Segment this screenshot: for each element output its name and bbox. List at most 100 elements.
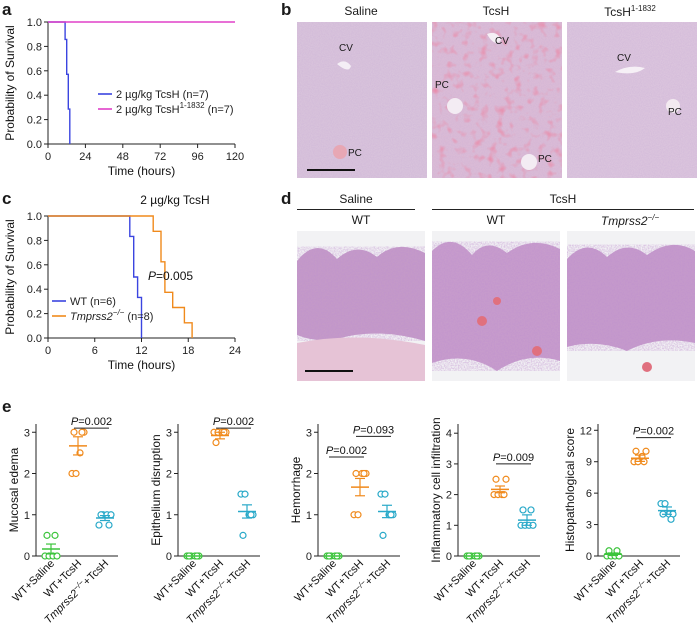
survival-chart-a: 0.0 0.2 0.4 0.6 0.8 1.0 0 24 48 72 96 120 Time (hour… [3,17,244,178]
survival-chart-c: 0.0 0.2 0.4 0.6 0.8 1.0 0 6 12 18 24 Time (hours) Pr… [3,193,241,372]
y-tick-label: 3 [306,427,312,439]
label-pc-3: PC [538,154,552,165]
micrograph-title-tcsh: TcsH [482,4,510,18]
label-pc-1: PC [348,148,362,159]
micrograph-saline [297,22,427,178]
significance-label: P=0.002 [633,426,674,438]
colon-micrograph-tcsh-wt [432,231,560,381]
data-point [212,438,220,447]
group-label-tcsh: TcsH [549,192,577,206]
y-tick-label: 0.0 [27,139,42,151]
data-point [97,511,105,519]
y-axis-label: Histopathological score [563,428,577,552]
y-tick-label: 0 [24,551,30,563]
x-tick-label: 0 [45,345,51,357]
legend-label: 2 µg/kg TcsH (n=7) [116,89,209,101]
y-tick-label: 2 [24,469,30,481]
y-tick-label: 9 [586,457,592,469]
label-pc-4: PC [668,107,682,118]
x-axis-label: Time (hours) [108,358,176,372]
data-point [519,506,527,514]
y-tick-label: 0.2 [27,309,42,321]
data-point [642,447,650,455]
y-tick-label: 1.0 [27,211,42,223]
significance-label: P=0.093 [353,424,394,436]
data-point [632,447,640,455]
significance-label: P=0.009 [493,452,534,464]
y-tick-label: 1 [166,510,172,522]
x-tick-label: 48 [117,151,129,163]
panel-letter-a: a [2,0,12,19]
label-pc-2: PC [435,80,449,91]
y-tick-label: 0.2 [27,115,42,127]
chart-c-title: 2 µg/kg TcsH [140,193,209,207]
legend-label: WT (n=6) [70,296,116,308]
data-point [241,490,249,498]
data-point [492,475,500,483]
x-tick-label: 0 [45,151,51,163]
x-tick-label: 24 [229,345,241,357]
group-line-tcsh [432,209,694,210]
y-tick-label: 0 [166,551,172,563]
data-point [360,469,368,478]
y-tick-label: 6 [586,488,592,500]
y-tick-label: 1.0 [27,17,42,29]
micrograph-tcsh-1832 [567,22,697,178]
data-point [667,515,675,523]
y-tick-label: 0.4 [27,90,42,102]
data-point [43,531,51,539]
p-value-label: P=0.005 [148,269,193,283]
colon-micrographs [297,231,695,381]
y-tick-label: 0.4 [27,284,42,296]
y-tick-label: 3 [24,427,30,439]
sub-label-wt-1: WT [351,213,371,227]
y-tick-label: 2 [166,469,172,481]
data-point [352,469,360,478]
sub-label-tmprss2: Tmprss2−/− [600,213,660,228]
liver-micrographs [297,22,697,178]
label-cv-1: CV [339,43,353,54]
data-point [527,506,535,514]
panel-letter-d: d [281,189,292,208]
data-point [379,531,387,539]
x-tick-label: 96 [191,151,203,163]
data-point [239,531,247,539]
y-tick-label: 1 [306,510,312,522]
y-tick-label: 0.6 [27,260,42,272]
survival-series-line [48,215,193,338]
x-tick-label: 12 [135,345,147,357]
y-axis-label: Mucosal edema [7,447,21,532]
y-tick-label: 1 [24,510,30,522]
micrograph-title-saline: Saline [344,4,378,18]
legend-label: 2 µg/kg TcsH1-1832 (n=7) [116,101,234,116]
significance-label: P=0.002 [326,445,367,457]
legend-label: Tmprss2−/− (n=8) [70,308,153,323]
y-tick-label: 3 [446,459,452,471]
colon-micrograph-saline [297,231,425,381]
y-tick-label: 1 [446,520,452,532]
x-tick-label: 72 [154,151,166,163]
data-point [78,428,86,436]
colon-micrograph-tcsh-ko [567,231,695,381]
y-axis-label: Probability of Survival [3,25,17,140]
y-tick-label: 0 [586,551,592,563]
x-tick-label: 120 [226,151,244,163]
y-tick-label: 2 [306,469,312,481]
data-point [105,521,113,529]
micrograph-title-tcsh-1832: TcsH1-1832 [604,4,656,19]
y-tick-label: 0.8 [27,235,42,247]
label-cv-3: CV [617,53,631,64]
y-axis-label: Hemorrhage [289,456,303,523]
y-axis-label: Epithelium disruption [149,434,163,545]
y-tick-label: 0 [306,551,312,563]
y-tick-label: 2 [446,490,452,502]
data-point [502,475,510,483]
data-point [661,500,669,508]
data-point [95,521,103,529]
panel-letter-e: e [2,397,12,416]
y-tick-label: 0.8 [27,41,42,53]
y-tick-label: 0 [446,551,452,563]
group-label-saline: Saline [339,192,373,206]
data-point [381,490,389,498]
